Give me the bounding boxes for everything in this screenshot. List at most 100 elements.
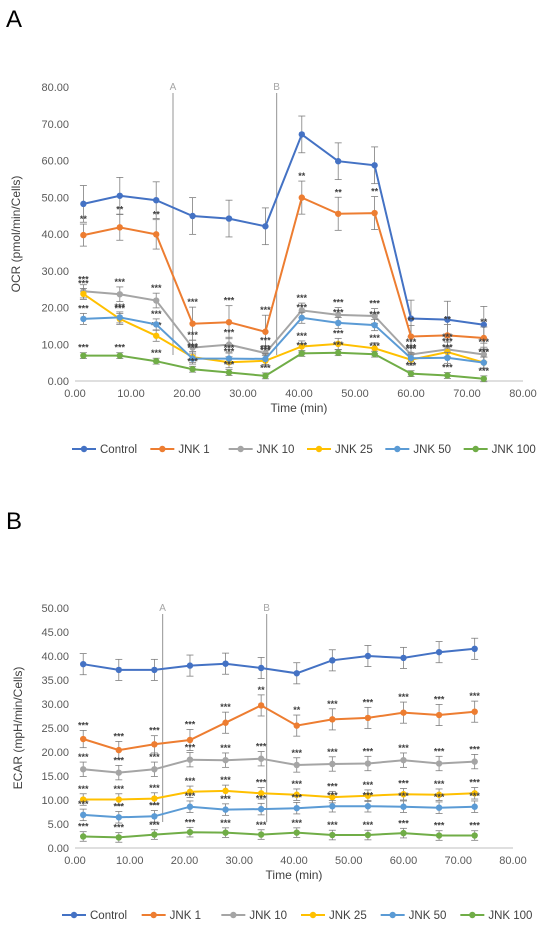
x-tick-label: 0.00: [64, 388, 85, 400]
data-point: [480, 351, 487, 358]
data-point: [80, 200, 87, 208]
significance-label: ***: [151, 283, 162, 293]
legend-item: Control: [62, 910, 127, 922]
data-point: [400, 654, 407, 662]
data-point: [444, 372, 451, 379]
significance-label: ***: [291, 748, 302, 758]
data-point: [293, 722, 300, 729]
data-point: [153, 297, 160, 304]
series-jnk-100: ************************************: [78, 340, 490, 383]
data-point: [364, 831, 372, 839]
significance-label: ***: [333, 340, 344, 350]
series-jnk-1: *** *** *** *** *** *** * ** ** * * **: [80, 171, 488, 350]
significance-label: ***: [115, 277, 126, 287]
significance-label: ***: [434, 821, 445, 831]
y-tick-label: 40.00: [41, 229, 69, 241]
data-point: [471, 758, 478, 765]
series-jnk-10: *** *** *** *** *** *** *** *** *** *** *** ***: [78, 275, 490, 363]
ecar-chart: 0.00 5.00 10.00 15.00 20.00 25.00 30.00 35.00 40…: [11, 603, 532, 922]
legend-label: JNK 100: [492, 444, 536, 456]
data-point: [298, 314, 305, 321]
significance-label: ***: [78, 752, 89, 762]
y-tick-label: 25.00: [41, 723, 69, 735]
data-point: [400, 756, 407, 764]
y-tick-label: 10.00: [41, 339, 69, 351]
significance-label: ***: [363, 790, 374, 800]
significance-label: ***: [260, 343, 271, 353]
data-point: [444, 354, 451, 362]
data-point: [225, 319, 233, 326]
significance-label: ***: [114, 784, 125, 794]
x-tick-label: 40.00: [285, 388, 313, 400]
data-point: [151, 666, 158, 674]
data-point: [471, 832, 478, 839]
significance-label: ***: [434, 779, 445, 789]
x-tick-label: 20.00: [171, 855, 199, 867]
legend-label: Control: [100, 444, 137, 456]
series-line: [83, 647, 475, 675]
data-point: [329, 657, 336, 664]
data-point: [80, 352, 87, 359]
injection-label: A: [170, 82, 177, 93]
data-point: [471, 790, 478, 797]
y-tick-label: 40.00: [41, 651, 69, 663]
data-point: [186, 662, 194, 669]
data-point: [329, 716, 336, 723]
significance-label: **: [258, 685, 266, 695]
significance-label: ***: [78, 278, 89, 288]
significance-label: ***: [149, 801, 160, 811]
y-tick-label: 50.00: [41, 603, 69, 615]
y-tick-label: 80.00: [41, 82, 69, 94]
data-point: [371, 162, 378, 169]
y-axis-title: OCR (pmol/min/Cells): [9, 176, 23, 293]
data-point: [262, 355, 269, 363]
significance-label: ***: [224, 343, 235, 353]
data-point: [480, 375, 487, 382]
data-point: [371, 209, 378, 217]
significance-label: **: [293, 705, 301, 715]
data-point: [115, 746, 123, 754]
y-tick-label: 15.00: [41, 771, 69, 783]
data-point: [400, 791, 407, 798]
significance-label: ***: [78, 720, 89, 730]
data-point: [335, 158, 342, 165]
data-point: [115, 814, 123, 821]
data-point: [298, 131, 305, 138]
y-tick-label: 30.00: [41, 266, 69, 278]
significance-label: ***: [469, 778, 480, 788]
series-control: [79, 115, 488, 344]
series-line: [83, 805, 475, 819]
data-point: [115, 769, 123, 776]
legend-label: JNK 50: [413, 444, 451, 456]
data-point: [222, 719, 229, 726]
significance-label: ***: [479, 347, 490, 357]
y-tick-label: 0.00: [48, 376, 69, 388]
significance-label: ***: [327, 790, 338, 800]
data-point: [151, 795, 158, 802]
significance-label: ***: [406, 337, 417, 347]
x-tick-label: 10.00: [117, 388, 145, 400]
data-point: [407, 355, 415, 362]
significance-label: ***: [115, 343, 126, 353]
significance-label: ***: [442, 363, 453, 373]
significance-label: ***: [78, 303, 89, 313]
legend-item: Control: [72, 444, 137, 456]
series-line: [83, 316, 484, 364]
data-point: [225, 341, 233, 348]
series-line: [83, 196, 484, 339]
data-point: [364, 803, 372, 810]
significance-label: ***: [187, 297, 198, 307]
significance-label: ***: [187, 343, 198, 353]
significance-label: ***: [327, 781, 338, 791]
significance-label: ***: [442, 342, 453, 352]
y-tick-label: 20.00: [41, 747, 69, 759]
significance-label: **: [80, 214, 88, 224]
data-point: [435, 648, 443, 656]
data-point: [151, 813, 158, 820]
data-point: [435, 760, 443, 767]
data-point: [335, 311, 342, 319]
data-point: [80, 315, 87, 323]
significance-label: ***: [297, 302, 308, 312]
x-tick-label: 50.00: [341, 388, 369, 400]
legend-label: JNK 10: [249, 910, 287, 922]
